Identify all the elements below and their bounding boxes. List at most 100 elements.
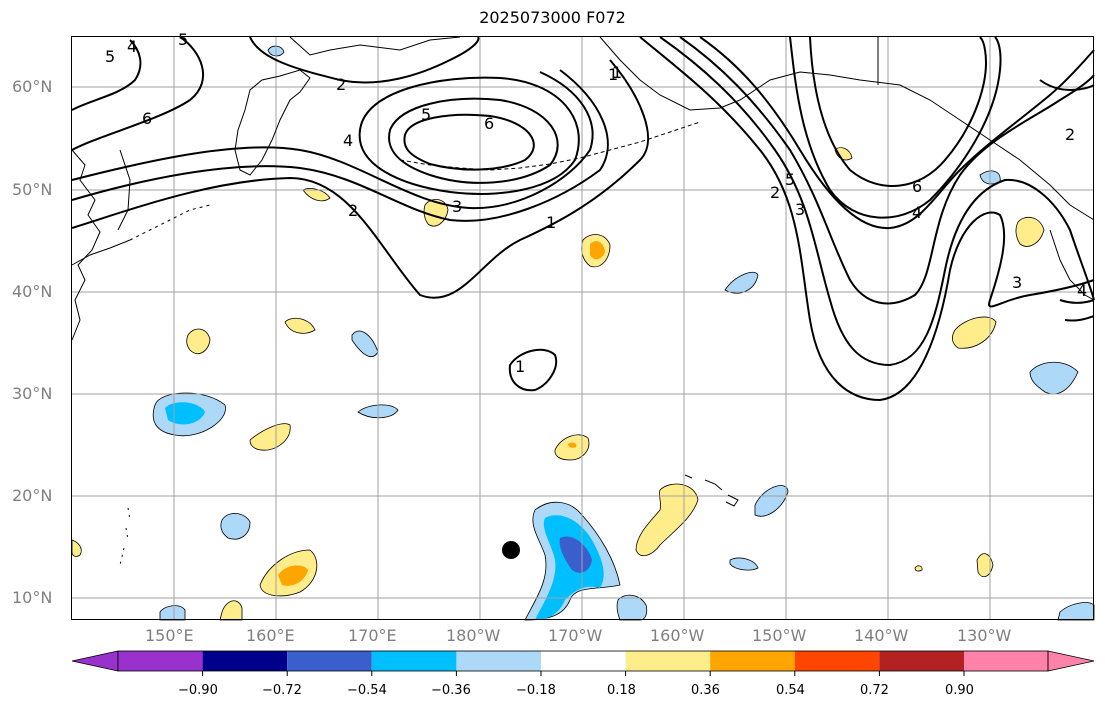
colorbar-tick-label: −0.54 (347, 683, 387, 698)
colorbar-tick-label: −0.90 (178, 683, 218, 698)
neg-anomaly-region (220, 513, 251, 540)
pos-anomaly-core (590, 241, 605, 260)
colorbar-segment (202, 651, 288, 671)
contour-line (659, 36, 1095, 367)
contour-line (71, 69, 609, 222)
lat-label: 30°N (12, 384, 53, 403)
contour-label: 5 (421, 105, 431, 124)
contour-line (679, 36, 1095, 305)
colorbar-segment (287, 651, 372, 671)
colorbar (71, 650, 1095, 676)
contour-line (71, 71, 594, 210)
japan-coast (71, 239, 131, 266)
lon-label: 170°E (348, 626, 397, 645)
neg-anomaly-region (616, 594, 648, 621)
colorbar-segment (625, 651, 711, 671)
contour-line (789, 36, 1002, 219)
contour-line (699, 36, 1095, 230)
bc-coast (1049, 229, 1095, 301)
lat-label: 60°N (12, 77, 53, 96)
neg-anomaly-strong (559, 536, 592, 573)
contour-label: 6 (484, 114, 494, 133)
pos-anomaly-region (976, 553, 994, 578)
pos-anomaly-region (635, 483, 699, 557)
lon-label: 180°W (446, 626, 501, 645)
contour-label: 5 (178, 30, 188, 49)
pos-anomaly-region (71, 539, 82, 557)
colorbar-segment (964, 651, 1048, 671)
kuril-islands (129, 204, 211, 241)
siberia-coast (289, 36, 461, 56)
hawaii-islands (684, 474, 739, 507)
contour-label: 3 (452, 197, 462, 216)
colorbar-tick-label: −0.18 (516, 683, 556, 698)
neg-anomaly-region (1057, 602, 1095, 621)
pos-anomaly-region (951, 316, 997, 349)
colorbar-segment (879, 651, 964, 671)
lon-label: 160°W (650, 626, 705, 645)
contour-line (639, 36, 1095, 402)
contour-label: 2 (770, 183, 780, 202)
colorbar-segment (541, 651, 626, 671)
colorbar-segment (710, 651, 795, 671)
pos-anomaly-region (423, 199, 449, 227)
contour-label: 1 (515, 357, 525, 376)
contour-label: 2 (1065, 125, 1075, 144)
storm-position-marker (502, 541, 520, 559)
contour-labels: 5 4 5 6 2 1 4 5 6 3 2 1 1 5 3 2 6 4 3 2 … (105, 30, 1087, 376)
colorbar-tick-label: 0.90 (945, 683, 974, 698)
contour-line (249, 36, 480, 84)
contour-line (71, 39, 142, 111)
contour-label: 1 (546, 213, 556, 232)
lon-label: 150°E (145, 626, 194, 645)
contour-label: 4 (1077, 281, 1087, 300)
colorbar-tick-label: 0.54 (776, 683, 805, 698)
lon-label: 160°E (246, 626, 295, 645)
lon-label: 130°W (957, 626, 1012, 645)
contour-label: 6 (912, 177, 922, 196)
colorbar-tick-label: −0.72 (262, 683, 302, 698)
pos-anomaly-region (219, 600, 243, 621)
pos-anomaly-region (1015, 216, 1045, 247)
colorbar-segment (371, 651, 457, 671)
contour-label: 4 (912, 203, 922, 222)
pos-anomaly-core (568, 442, 577, 448)
neg-anomaly-region (724, 271, 759, 294)
contour-label: 3 (1012, 273, 1022, 292)
neg-anomaly-region (1029, 361, 1079, 395)
pos-anomaly-region (186, 328, 211, 354)
contour-line (1059, 299, 1095, 304)
colorbar-frame (117, 650, 1049, 672)
colorbar-tick-label: −0.36 (431, 683, 471, 698)
colorbar-segment (118, 651, 203, 671)
lat-label: 10°N (12, 588, 53, 607)
lon-label: 140°W (854, 626, 909, 645)
aleutians (399, 121, 701, 171)
sakhalin-coast (117, 149, 131, 231)
map-title: 2025073000 F072 (479, 8, 626, 27)
neg-anomaly-region (351, 330, 379, 357)
lon-label: 170°W (548, 626, 603, 645)
colorbar-tick-label: 0.18 (607, 683, 636, 698)
colorbar-tick-label: 0.72 (860, 683, 889, 698)
contour-line (388, 97, 559, 184)
contour-line (809, 36, 987, 187)
pos-anomaly-core (278, 565, 308, 586)
pos-anomaly-region (284, 317, 316, 334)
contour-lines (71, 36, 1095, 402)
contour-label: 2 (336, 75, 346, 94)
pos-anomaly-region (914, 565, 923, 572)
contour-line (358, 76, 580, 195)
neg-anomaly-core (535, 515, 604, 620)
coastlines (71, 36, 1095, 566)
alaska-coast (599, 36, 1095, 221)
pos-anomaly-region (249, 423, 291, 451)
contour-label: 6 (142, 109, 152, 128)
colorbar-segment (794, 651, 880, 671)
contour-line (508, 348, 558, 392)
contour-label: 4 (343, 131, 353, 150)
colorbar-extend-high (1047, 650, 1095, 672)
kamchatka-coast (234, 69, 311, 176)
neg-anomaly-region (754, 485, 789, 517)
